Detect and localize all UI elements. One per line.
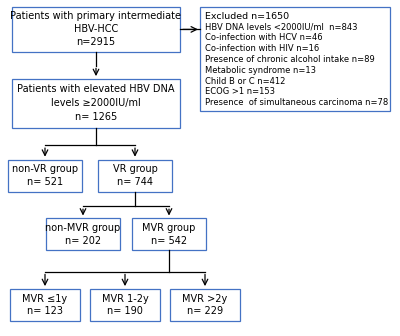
Text: Patients with elevated HBV DNA: Patients with elevated HBV DNA bbox=[17, 84, 175, 94]
Text: MVR ≤1y: MVR ≤1y bbox=[22, 294, 68, 303]
Text: n= 521: n= 521 bbox=[27, 177, 63, 187]
FancyBboxPatch shape bbox=[132, 218, 206, 250]
Text: non-MVR group: non-MVR group bbox=[45, 223, 121, 233]
Text: HBV DNA levels <2000IU/ml  n=843: HBV DNA levels <2000IU/ml n=843 bbox=[205, 23, 357, 32]
Text: Presence of chronic alcohol intake n=89: Presence of chronic alcohol intake n=89 bbox=[205, 55, 374, 64]
Text: Co-infection with HIV n=16: Co-infection with HIV n=16 bbox=[205, 44, 319, 53]
Text: MVR group: MVR group bbox=[142, 223, 196, 233]
Text: n= 542: n= 542 bbox=[151, 236, 187, 246]
Text: MVR >2y: MVR >2y bbox=[182, 294, 228, 303]
Text: Child B or C n=412: Child B or C n=412 bbox=[205, 77, 285, 86]
FancyBboxPatch shape bbox=[12, 7, 180, 52]
Text: HBV-HCC: HBV-HCC bbox=[74, 25, 118, 34]
Text: n= 744: n= 744 bbox=[117, 177, 153, 187]
Text: n= 202: n= 202 bbox=[65, 236, 101, 246]
Text: n= 190: n= 190 bbox=[107, 306, 143, 316]
FancyBboxPatch shape bbox=[10, 289, 80, 321]
Text: ECOG >1 n=153: ECOG >1 n=153 bbox=[205, 87, 275, 96]
Text: MVR 1-2y: MVR 1-2y bbox=[102, 294, 148, 303]
Text: levels ≥2000IU/ml: levels ≥2000IU/ml bbox=[51, 98, 141, 108]
FancyBboxPatch shape bbox=[8, 160, 82, 192]
Text: n=2915: n=2915 bbox=[76, 37, 116, 47]
FancyBboxPatch shape bbox=[12, 79, 180, 128]
Text: Patients with primary intermediate: Patients with primary intermediate bbox=[10, 11, 182, 22]
Text: VR group: VR group bbox=[112, 164, 158, 174]
Text: Presence  of simultaneous carcinoma n=78: Presence of simultaneous carcinoma n=78 bbox=[205, 98, 388, 107]
Text: n= 123: n= 123 bbox=[27, 306, 63, 316]
FancyBboxPatch shape bbox=[46, 218, 120, 250]
FancyBboxPatch shape bbox=[90, 289, 160, 321]
FancyBboxPatch shape bbox=[170, 289, 240, 321]
Text: Excluded n=1650: Excluded n=1650 bbox=[205, 12, 289, 21]
FancyBboxPatch shape bbox=[200, 7, 390, 111]
Text: non-VR group: non-VR group bbox=[12, 164, 78, 174]
Text: Co-infection with HCV n=46: Co-infection with HCV n=46 bbox=[205, 33, 322, 42]
Text: n= 229: n= 229 bbox=[187, 306, 223, 316]
Text: Metabolic syndrome n=13: Metabolic syndrome n=13 bbox=[205, 66, 316, 75]
Text: n= 1265: n= 1265 bbox=[75, 112, 117, 122]
FancyBboxPatch shape bbox=[98, 160, 172, 192]
